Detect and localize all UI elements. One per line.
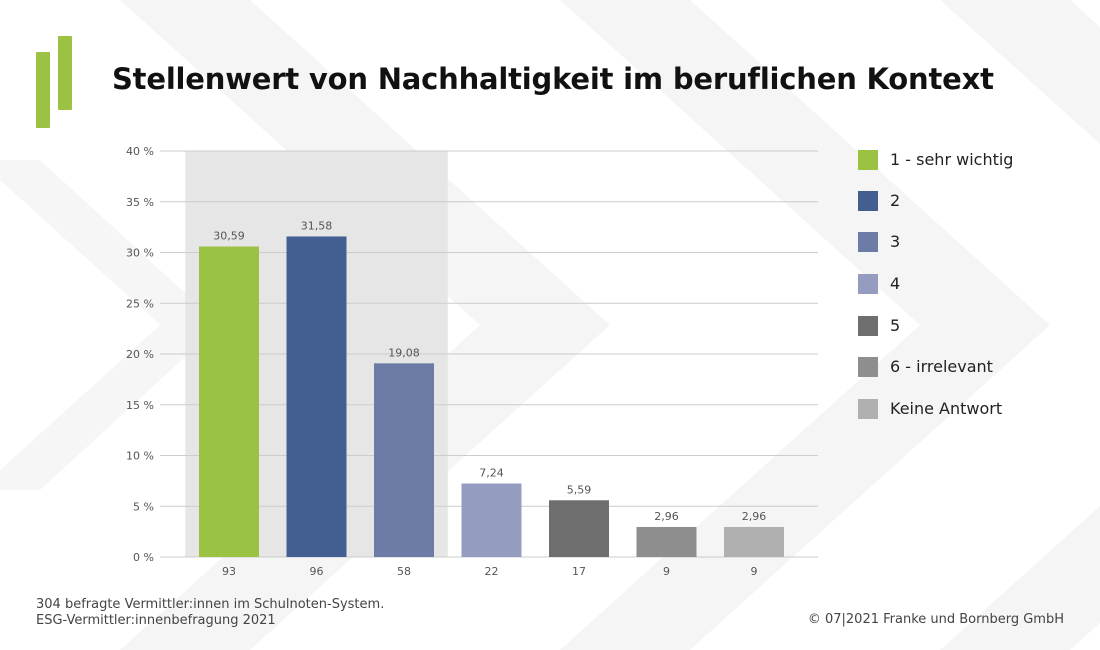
x-tick-label: 9 (751, 565, 758, 578)
x-tick-label: 17 (572, 565, 586, 578)
legend-swatch (858, 150, 878, 170)
y-tick-label: 30 % (126, 247, 154, 260)
x-tick-label: 96 (310, 565, 324, 578)
data-label: 2,96 (654, 510, 679, 523)
footnote-line: ESG-Vermittler:innenbefragung 2021 (36, 613, 276, 628)
logo-bar-right (58, 36, 72, 110)
footnote-line: 304 befragte Vermittler:innen im Schulno… (36, 597, 385, 612)
legend-swatch (858, 232, 878, 252)
bar (374, 363, 434, 557)
legend-label: 2 (890, 191, 901, 210)
legend-swatch (858, 316, 878, 336)
legend-label: Keine Antwort (890, 399, 1003, 418)
bar (549, 500, 609, 557)
bar (286, 236, 347, 557)
legend-label: 4 (890, 274, 901, 293)
legend-swatch (858, 399, 878, 419)
y-tick-label: 40 % (126, 145, 154, 158)
data-label: 31,58 (301, 219, 333, 232)
x-tick-label: 9 (663, 565, 670, 578)
legend-swatch (858, 357, 878, 377)
y-tick-label: 15 % (126, 399, 154, 412)
brand-logo (36, 36, 72, 128)
data-label: 19,08 (388, 346, 420, 359)
bar (199, 246, 259, 557)
y-tick-label: 10 % (126, 450, 154, 463)
bar (636, 526, 697, 557)
bar (724, 526, 784, 557)
y-tick-label: 0 % (133, 551, 154, 564)
copyright-notice: © 07|2021 Franke und Bornberg GmbH (807, 612, 1064, 627)
chart-title: Stellenwert von Nachhaltigkeit im berufl… (112, 62, 994, 96)
data-label: 7,24 (479, 467, 504, 480)
legend-swatch (858, 274, 878, 294)
y-tick-label: 20 % (126, 348, 154, 361)
legend-label: 1 - sehr wichtig (890, 150, 1014, 169)
legend-label: 6 - irrelevant (890, 357, 993, 376)
legend-label: 5 (890, 316, 901, 335)
footnote: 304 befragte Vermittler:innen im Schulno… (36, 597, 384, 629)
data-label: 5,59 (567, 483, 592, 496)
y-tick-label: 35 % (126, 196, 154, 209)
legend-swatch (858, 191, 878, 211)
y-tick-label: 25 % (126, 297, 154, 310)
data-label: 2,96 (742, 510, 767, 523)
data-label: 30,59 (213, 230, 245, 243)
legend-label: 3 (890, 232, 901, 251)
x-tick-label: 22 (485, 565, 499, 578)
y-tick-label: 5 % (133, 500, 154, 513)
bar (461, 483, 522, 557)
logo-bar-left (36, 52, 50, 128)
x-tick-label: 58 (397, 565, 411, 578)
x-tick-label: 93 (222, 565, 236, 578)
